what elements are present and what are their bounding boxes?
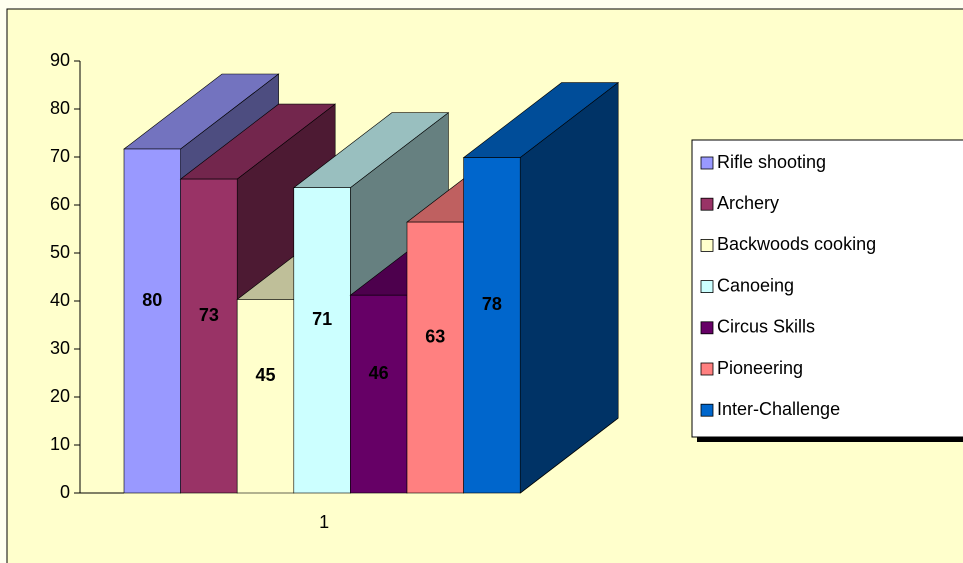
y-tick-label: 30 [50, 338, 70, 358]
x-tick-label: 1 [319, 512, 329, 532]
y-tick-label: 40 [50, 290, 70, 310]
y-tick-label: 10 [50, 434, 70, 454]
data-label: 45 [255, 365, 275, 385]
bar [293, 187, 351, 494]
legend-swatch [700, 280, 714, 294]
legend-swatch [700, 362, 714, 376]
bar [180, 178, 238, 494]
bar [123, 148, 181, 494]
legend-box [691, 139, 963, 438]
plot-area: 0 10 20 30 40 50 60 70 80 90 1 80 73 45 71 46 63 78 [50, 50, 620, 532]
y-tick-label: 20 [50, 386, 70, 406]
data-label: 71 [312, 309, 332, 329]
bar [406, 221, 464, 494]
data-label: 63 [425, 326, 445, 346]
legend-swatch [700, 156, 714, 170]
legend-swatch [700, 197, 714, 211]
bar [350, 294, 408, 494]
legend-swatch [700, 403, 714, 417]
data-label: 80 [142, 290, 162, 310]
y-tick-label: 90 [50, 50, 70, 70]
y-tick-label: 50 [50, 242, 70, 262]
legend-label: Circus Skills [717, 317, 815, 337]
y-tick-label: 60 [50, 194, 70, 214]
legend-label: Inter-Challenge [717, 399, 840, 419]
y-tick-label: 0 [60, 482, 70, 502]
legend: Rifle shooting Archery Backwoods cooking Ca… [691, 139, 963, 442]
legend-swatch [700, 321, 714, 335]
legend-label: Backwoods cooking [717, 234, 876, 254]
bar [236, 299, 295, 494]
legend-label: Pioneering [717, 358, 803, 378]
y-tick-label: 70 [50, 146, 70, 166]
bar [463, 157, 521, 494]
data-label: 78 [482, 294, 502, 314]
data-label: 73 [199, 305, 219, 325]
data-label: 46 [369, 363, 389, 383]
legend-label: Canoeing [717, 275, 794, 295]
legend-label: Rifle shooting [717, 152, 826, 172]
legend-label: Archery [717, 193, 779, 213]
y-tick-label: 80 [50, 98, 70, 118]
legend-swatch [700, 238, 714, 252]
